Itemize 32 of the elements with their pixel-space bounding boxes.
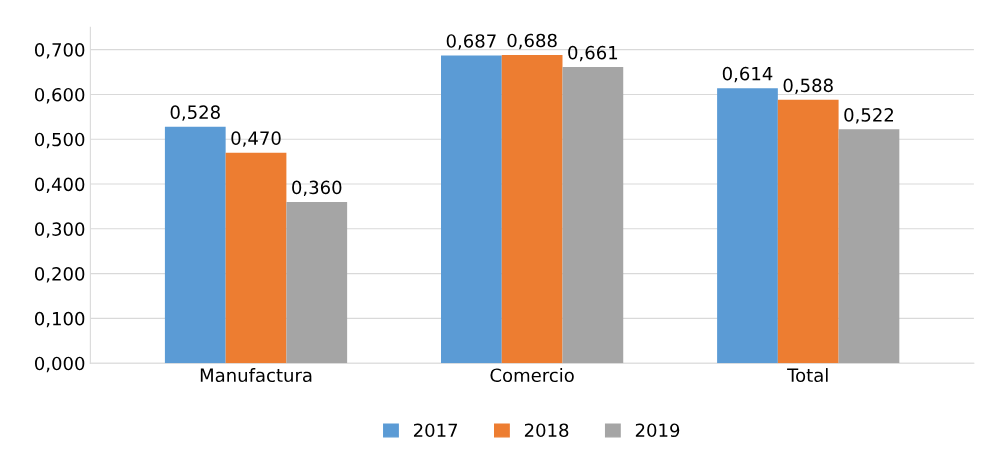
data-label: 0,360 <box>292 180 342 197</box>
data-label: 0,528 <box>170 105 220 121</box>
data-label: 0,470 <box>231 131 281 147</box>
bar <box>562 67 624 364</box>
x-tick-label: Total <box>787 368 828 383</box>
y-tick-label: 0,600 <box>35 87 85 104</box>
y-tick-label: 0,000 <box>35 356 85 373</box>
bar <box>441 55 502 364</box>
bar <box>717 88 778 364</box>
legend-label: 2018 <box>524 423 569 438</box>
y-tick-label: 0,400 <box>35 177 85 193</box>
y-tick-label: 0,300 <box>35 222 85 238</box>
y-tick-label: 0,200 <box>35 267 85 283</box>
bar <box>225 152 287 364</box>
data-label: 0,661 <box>568 45 618 62</box>
y-tick-label: 0,100 <box>35 311 85 328</box>
x-tick-label: Comercio <box>490 368 574 383</box>
legend-label: 2019 <box>635 423 680 438</box>
data-label: 0,687 <box>446 34 496 50</box>
data-label: 0,588 <box>783 78 833 94</box>
bar <box>164 126 226 364</box>
y-tick-label: 0,500 <box>35 132 85 149</box>
data-label: 0,688 <box>507 33 557 50</box>
bar <box>286 201 348 364</box>
legend-label: 2017 <box>413 423 458 438</box>
y-tick-label: 0,700 <box>35 43 85 59</box>
data-label: 0,522 <box>844 108 893 124</box>
bar <box>777 99 839 364</box>
x-tick-label: Manufactura <box>200 368 312 383</box>
bar <box>501 55 563 364</box>
data-label: 0,614 <box>722 66 773 83</box>
bar <box>838 129 900 364</box>
